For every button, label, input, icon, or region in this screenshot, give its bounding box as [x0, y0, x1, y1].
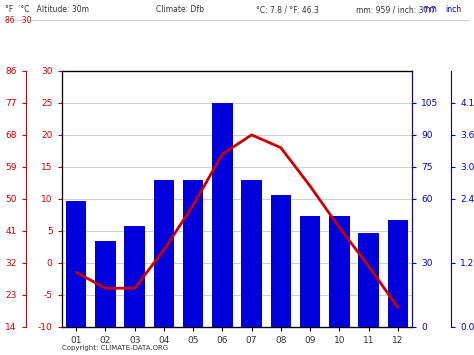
Bar: [329, 216, 349, 327]
Text: 86   30: 86 30: [5, 16, 31, 25]
Bar: [154, 180, 174, 327]
Bar: [241, 180, 262, 327]
Bar: [95, 241, 116, 327]
Bar: [388, 220, 408, 327]
Bar: [183, 180, 203, 327]
Text: °C: 7.8 / °F: 46.3: °C: 7.8 / °F: 46.3: [256, 5, 319, 14]
Bar: [300, 216, 320, 327]
Text: mm: 959 / inch: 37.7: mm: 959 / inch: 37.7: [356, 5, 435, 14]
Bar: [125, 226, 145, 327]
Text: Copyright: CLIMATE-DATA.ORG: Copyright: CLIMATE-DATA.ORG: [62, 345, 168, 351]
Bar: [271, 195, 291, 327]
Text: mm: mm: [422, 5, 437, 14]
Text: Climate: Dfb: Climate: Dfb: [156, 5, 204, 14]
Bar: [212, 103, 233, 327]
Text: inch: inch: [446, 5, 462, 14]
Text: °F   °C   Altitude: 30m: °F °C Altitude: 30m: [5, 5, 89, 14]
Bar: [66, 201, 86, 327]
Bar: [358, 233, 379, 327]
